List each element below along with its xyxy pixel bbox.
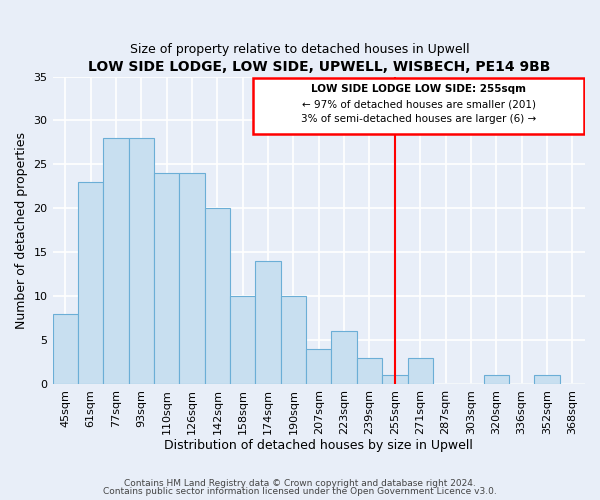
- Bar: [253, 78, 584, 134]
- Bar: [306, 349, 331, 384]
- Bar: [534, 375, 560, 384]
- Text: Contains public sector information licensed under the Open Government Licence v3: Contains public sector information licen…: [103, 487, 497, 496]
- Text: ← 97% of detached houses are smaller (201): ← 97% of detached houses are smaller (20…: [302, 100, 536, 110]
- Y-axis label: Number of detached properties: Number of detached properties: [15, 132, 28, 329]
- Bar: [78, 182, 103, 384]
- Bar: [484, 375, 509, 384]
- X-axis label: Distribution of detached houses by size in Upwell: Distribution of detached houses by size …: [164, 440, 473, 452]
- Bar: [154, 173, 179, 384]
- Bar: [331, 332, 357, 384]
- Bar: [281, 296, 306, 384]
- Text: Size of property relative to detached houses in Upwell: Size of property relative to detached ho…: [130, 42, 470, 56]
- Title: LOW SIDE LODGE, LOW SIDE, UPWELL, WISBECH, PE14 9BB: LOW SIDE LODGE, LOW SIDE, UPWELL, WISBEC…: [88, 60, 550, 74]
- Text: Contains HM Land Registry data © Crown copyright and database right 2024.: Contains HM Land Registry data © Crown c…: [124, 478, 476, 488]
- Bar: [382, 375, 407, 384]
- Bar: [205, 208, 230, 384]
- Text: 3% of semi-detached houses are larger (6) →: 3% of semi-detached houses are larger (6…: [301, 114, 536, 124]
- Bar: [230, 296, 256, 384]
- Bar: [53, 314, 78, 384]
- Bar: [357, 358, 382, 384]
- Bar: [256, 261, 281, 384]
- Bar: [179, 173, 205, 384]
- Text: LOW SIDE LODGE LOW SIDE: 255sqm: LOW SIDE LODGE LOW SIDE: 255sqm: [311, 84, 526, 94]
- Bar: [103, 138, 128, 384]
- Bar: [407, 358, 433, 384]
- Bar: [128, 138, 154, 384]
